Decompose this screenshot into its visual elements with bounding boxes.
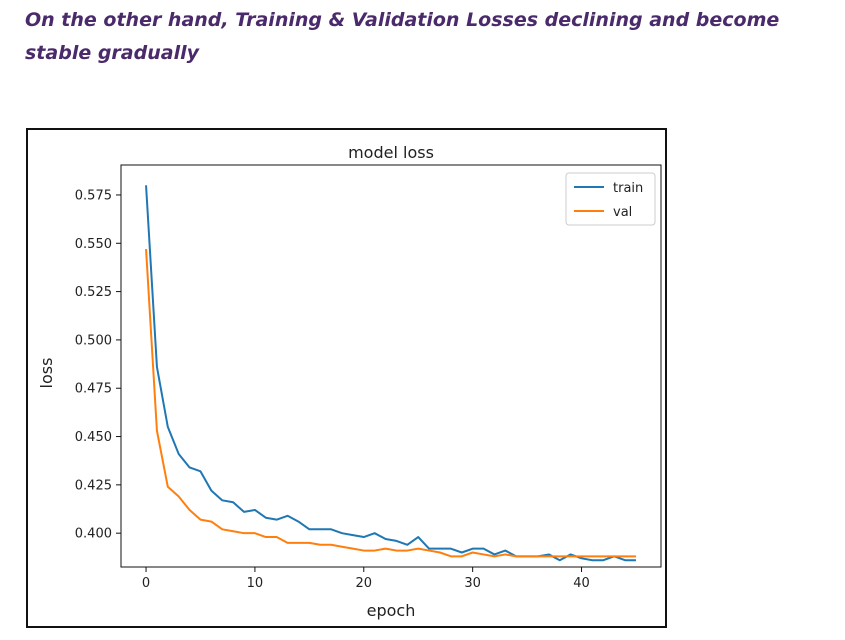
loss-chart: model loss epoch loss 0 10 20 30 40 0.400 0.42… — [37, 143, 662, 620]
series-line-train — [145, 185, 636, 562]
x-tick-label: 30 — [464, 576, 481, 591]
legend-label-train: train — [613, 181, 643, 196]
y-tick-label: 0.425 — [75, 478, 112, 493]
x-tick-label: 0 — [142, 576, 150, 591]
y-tick-label: 0.550 — [75, 237, 112, 252]
slide-heading: On the other hand, Training & Validation… — [25, 9, 780, 64]
x-tick-label: 20 — [356, 576, 373, 591]
legend-label-val: val — [613, 205, 632, 220]
series-line-val — [145, 249, 636, 558]
plot-area-frame — [120, 164, 662, 568]
y-tick-label: 0.475 — [75, 382, 112, 397]
y-tick-label: 0.525 — [75, 285, 112, 300]
y-tick-label: 0.400 — [75, 527, 112, 542]
legend: train val — [565, 172, 656, 226]
x-tick-label: 40 — [573, 576, 590, 591]
ticks-layer: 0 10 20 30 40 0.400 0.425 0.450 0.475 0.500 0.525 0… — [75, 188, 590, 591]
x-tick-label: 10 — [247, 576, 264, 591]
y-tick-label: 0.575 — [75, 188, 112, 203]
series-layer — [145, 185, 636, 562]
x-axis-label: epoch — [367, 601, 416, 620]
y-tick-label: 0.500 — [75, 333, 112, 348]
chart-title: model loss — [348, 143, 434, 162]
y-axis-label: loss — [37, 358, 56, 389]
y-tick-label: 0.450 — [75, 430, 112, 445]
chart-figure: model loss epoch loss 0 10 20 30 40 0.400 0.42… — [26, 128, 667, 628]
